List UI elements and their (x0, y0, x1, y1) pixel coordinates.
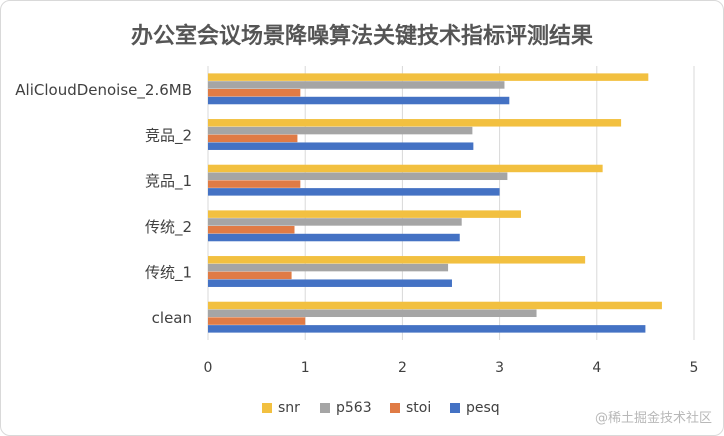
bar-p563 (208, 172, 508, 181)
bar-stoi (208, 134, 298, 143)
bar-series (208, 73, 662, 333)
bar-pesq (208, 96, 510, 105)
x-tick-label: 4 (592, 360, 601, 376)
gridlines (207, 66, 695, 340)
category-label: 传统_2 (145, 218, 192, 237)
bar-stoi (208, 225, 295, 234)
x-tick-label: 5 (690, 360, 699, 376)
bar-p563 (208, 81, 505, 89)
x-tick-label: 0 (204, 360, 213, 376)
legend-label-p563: p563 (336, 400, 372, 416)
bar-pesq (208, 142, 474, 150)
x-tick-label: 1 (301, 360, 310, 376)
bar-p563 (208, 218, 462, 226)
bar-snr (208, 301, 662, 310)
category-label: clean (152, 309, 192, 327)
legend-swatch-snr (262, 403, 272, 413)
bar-snr (208, 256, 586, 264)
bar-pesq (208, 233, 460, 242)
legend-swatch-stoi (390, 403, 400, 413)
category-label: AliCloudDenoise_2.6MB (15, 81, 192, 100)
watermark: @稀土掘金技术社区 (594, 411, 712, 426)
bar-p563 (208, 126, 473, 135)
bar-snr (208, 73, 649, 81)
category-label: 竞品_1 (145, 172, 192, 191)
x-tick-label: 3 (495, 360, 504, 376)
bar-pesq (208, 279, 452, 287)
bar-snr (208, 210, 521, 218)
legend-label-pesq: pesq (466, 400, 500, 416)
category-label: 竞品_2 (145, 127, 192, 146)
bar-p563 (208, 309, 537, 318)
legend-swatch-p563 (320, 403, 330, 413)
bar-pesq (208, 188, 500, 196)
bar-pesq (208, 325, 646, 333)
legend-label-stoi: stoi (406, 400, 431, 416)
chart-title: 办公室会议场景降噪算法关键技术指标评测结果 (131, 23, 593, 49)
bar-stoi (208, 317, 306, 325)
legend: snr p563 stoi pesq (262, 400, 500, 416)
bar-snr (208, 164, 603, 173)
bar-snr (208, 119, 622, 127)
bar-p563 (208, 263, 449, 272)
bar-stoi (208, 88, 301, 97)
x-tick-label: 2 (398, 360, 407, 376)
bar-stoi (208, 180, 301, 188)
bar-stoi (208, 271, 292, 280)
legend-label-snr: snr (278, 400, 300, 416)
legend-swatch-pesq (450, 403, 460, 413)
y-axis-categories: AliCloudDenoise_2.6MB 竞品_2 竞品_1 传统_2 传统_1cle… (15, 81, 192, 327)
x-axis-ticks: 0 1 2 3 4 5 (204, 360, 699, 376)
category-label: 传统_1 (145, 264, 192, 283)
